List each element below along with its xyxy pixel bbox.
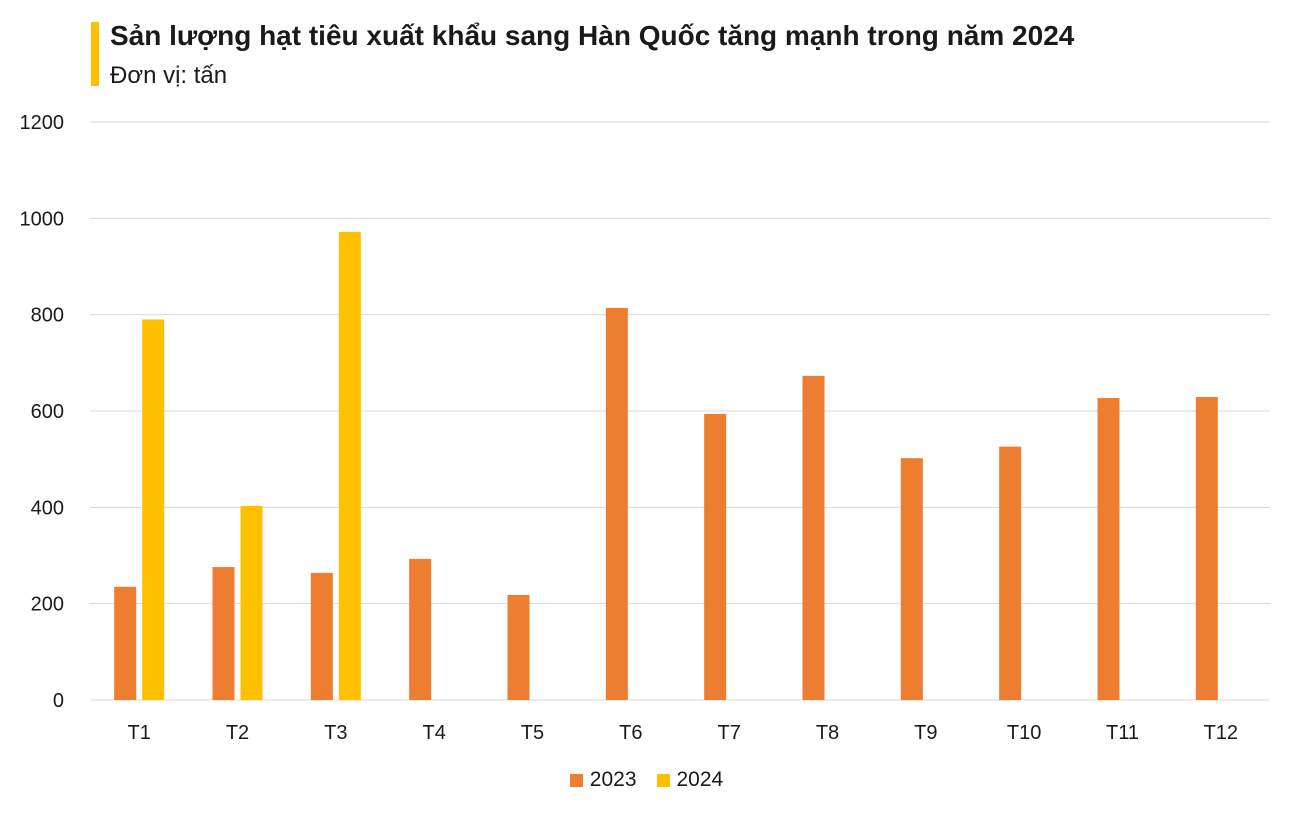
legend-swatch-2023 <box>569 773 583 787</box>
x-tick-label-T6: T6 <box>619 722 642 744</box>
x-tick-label-T7: T7 <box>717 722 740 744</box>
bar-2023-T7 <box>704 413 727 700</box>
legend-swatch-2024 <box>656 773 670 787</box>
bar-2023-T10 <box>999 446 1022 700</box>
x-tick-label-T2: T2 <box>226 722 249 744</box>
bar-2023-T5 <box>507 594 530 700</box>
bar-2023-T6 <box>605 307 628 700</box>
x-tick-label-T9: T9 <box>914 722 937 744</box>
bar-2023-T9 <box>900 458 923 700</box>
bar-2024-T1 <box>142 319 165 700</box>
bar-2023-T8 <box>802 375 825 700</box>
bar-2023-T4 <box>409 558 432 700</box>
y-tick-label-200: 200 <box>31 594 64 616</box>
bar-2023-T11 <box>1097 397 1120 700</box>
y-tick-label-0: 0 <box>53 690 64 712</box>
legend: 2023 2024 <box>0 768 1293 792</box>
x-tick-label-T3: T3 <box>324 722 347 744</box>
legend-item-2024: 2024 <box>656 768 724 792</box>
x-tick-label-T12: T12 <box>1204 722 1238 744</box>
x-tick-label-T5: T5 <box>521 722 544 744</box>
y-tick-label-1200: 1200 <box>20 112 65 134</box>
x-tick-label-T11: T11 <box>1106 722 1139 744</box>
bar-2023-T12 <box>1195 397 1218 700</box>
legend-label-2024: 2024 <box>676 768 724 791</box>
x-tick-label-T4: T4 <box>422 722 445 744</box>
y-tick-label-400: 400 <box>31 497 64 519</box>
legend-label-2023: 2023 <box>589 768 637 791</box>
chart-title: Sản lượng hạt tiêu xuất khẩu sang Hàn Qu… <box>110 20 1075 51</box>
bar-2023-T1 <box>114 586 137 700</box>
chart-subtitle: Đơn vị: tấn <box>110 62 228 89</box>
legend-item-2023: 2023 <box>569 768 637 792</box>
y-tick-label-800: 800 <box>31 305 64 327</box>
y-tick-label-1000: 1000 <box>20 208 65 230</box>
title-accent-bar <box>91 22 99 86</box>
bar-2024-T3 <box>338 231 361 700</box>
bar-2024-T2 <box>240 505 263 700</box>
x-tick-label-T1: T1 <box>127 722 150 744</box>
bar-2023-T2 <box>212 567 235 700</box>
bar-2023-T3 <box>310 572 333 700</box>
y-tick-label-600: 600 <box>31 401 64 423</box>
x-tick-label-T8: T8 <box>816 722 839 744</box>
x-tick-label-T10: T10 <box>1007 722 1041 744</box>
